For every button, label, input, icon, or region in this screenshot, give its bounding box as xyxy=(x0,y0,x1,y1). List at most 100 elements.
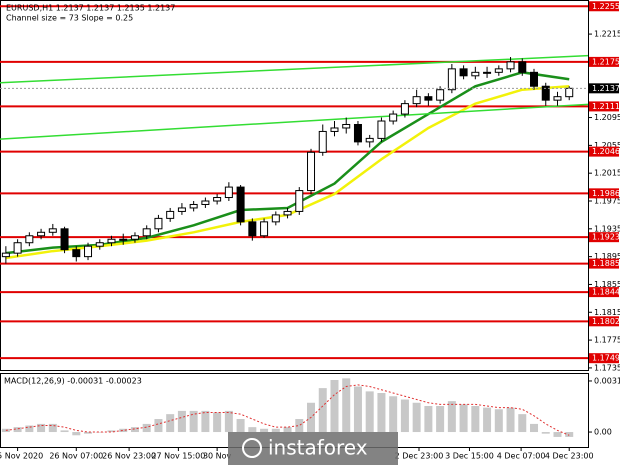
macd-bar xyxy=(260,428,269,433)
level-label-box xyxy=(589,188,619,199)
candle-body xyxy=(119,238,128,241)
macd-bar xyxy=(330,379,339,433)
macd-bar xyxy=(483,407,492,433)
macd-bar xyxy=(541,432,550,434)
macd-bar xyxy=(107,430,116,433)
x-tick-label: 3 Dec 15:00 xyxy=(445,452,494,461)
x-tick-label: 26 Nov 07:00 xyxy=(49,452,103,461)
last-price-label: 1.2137 xyxy=(592,84,620,93)
watermark: instaforex xyxy=(228,432,398,465)
macd-bar xyxy=(377,393,386,433)
candle-body xyxy=(13,242,22,254)
level-label: 1.1749 xyxy=(592,354,620,363)
macd-bar xyxy=(518,414,527,433)
candle-body xyxy=(84,245,93,258)
candle-body xyxy=(424,96,433,101)
level-label-box xyxy=(589,353,619,364)
y-tick-label: 1.2215 xyxy=(594,30,620,39)
macd-bar xyxy=(248,427,257,433)
y-tick-label: 1.2015 xyxy=(594,169,620,178)
watermark-text: instaforex xyxy=(268,436,368,460)
candle-body xyxy=(37,231,46,237)
macd-bar xyxy=(130,427,139,433)
level-label-box xyxy=(589,146,619,157)
candle-body xyxy=(436,89,445,101)
candle-body xyxy=(330,127,339,132)
macd-bar xyxy=(353,386,362,433)
candle-body xyxy=(271,214,280,223)
y-tick-label: 1.2055 xyxy=(594,141,620,150)
candle-body xyxy=(459,68,468,77)
candle-body xyxy=(447,68,456,91)
level-label: 1.1885 xyxy=(592,259,620,268)
macd-bar xyxy=(72,432,81,436)
candle-body xyxy=(377,120,386,139)
candle-body xyxy=(389,113,398,122)
watermark-icon xyxy=(242,438,262,458)
level-label: 1.1923 xyxy=(592,233,620,242)
candle-body xyxy=(189,203,198,209)
y-tick-label: 1.1735 xyxy=(594,363,620,372)
macd-bar xyxy=(459,404,468,433)
level-label: 1.1986 xyxy=(592,189,620,198)
macd-bar xyxy=(95,432,104,433)
macd-bar xyxy=(447,401,456,433)
candle-body xyxy=(283,210,292,216)
candle-body xyxy=(201,200,210,205)
level-label-box xyxy=(589,316,619,327)
x-tick-label: 25 Nov 2020 xyxy=(0,452,43,461)
candle-body xyxy=(1,252,10,258)
level-label: 1.1844 xyxy=(592,288,620,297)
macd-bar xyxy=(553,432,562,437)
macd-bar xyxy=(389,396,398,433)
candle-body xyxy=(365,137,374,143)
chart-subtitle: Channel size = 73 Slope = 0.25 xyxy=(6,14,133,23)
candle-body xyxy=(518,61,527,73)
candle-body xyxy=(494,68,503,73)
candle-body xyxy=(530,71,539,87)
candle-body xyxy=(130,235,139,240)
macd-bar xyxy=(530,423,539,433)
macd-bar xyxy=(142,423,151,433)
candle-body xyxy=(506,61,515,70)
y-tick-label: 1.1775 xyxy=(594,336,620,345)
macd-bar xyxy=(283,427,292,433)
last-price-box xyxy=(589,83,619,94)
level-label: 1.2046 xyxy=(592,147,620,156)
macd-bar xyxy=(400,399,409,433)
candle-body xyxy=(142,228,151,237)
x-tick-label: 2 Dec 23:00 xyxy=(395,452,444,461)
macd-bar xyxy=(365,391,374,433)
macd-bar xyxy=(154,419,163,433)
level-label-box xyxy=(589,258,619,269)
candle-body xyxy=(565,87,574,98)
candle-body xyxy=(48,228,57,233)
macd-bar xyxy=(506,407,515,433)
candle-body xyxy=(236,186,245,223)
macd-bar xyxy=(318,388,327,433)
candle-body xyxy=(177,207,186,212)
candle-body xyxy=(60,228,69,251)
y-tick-label: 1.1895 xyxy=(594,252,620,261)
level-label-box xyxy=(589,56,619,67)
macd-bar xyxy=(342,378,351,433)
y-tick-label: 1.1975 xyxy=(594,196,620,205)
macd-bar xyxy=(295,419,304,433)
candle-body xyxy=(342,123,351,129)
candle-body xyxy=(154,217,163,230)
candle-body xyxy=(353,123,362,143)
level-label: 1.2175 xyxy=(592,57,620,66)
level-label: 1.2255 xyxy=(592,2,620,11)
indicator-line xyxy=(0,103,589,140)
x-tick-label: 4 Dec 23:00 xyxy=(545,452,594,461)
y-tick-label: 1.2095 xyxy=(594,113,620,122)
macd-bar xyxy=(48,423,57,433)
level-label-box xyxy=(589,101,619,112)
y-tick-label: 1.1815 xyxy=(594,308,620,317)
y-tick-label: 1.1935 xyxy=(594,224,620,233)
candle-body xyxy=(213,197,222,202)
level-label-box xyxy=(589,287,619,298)
